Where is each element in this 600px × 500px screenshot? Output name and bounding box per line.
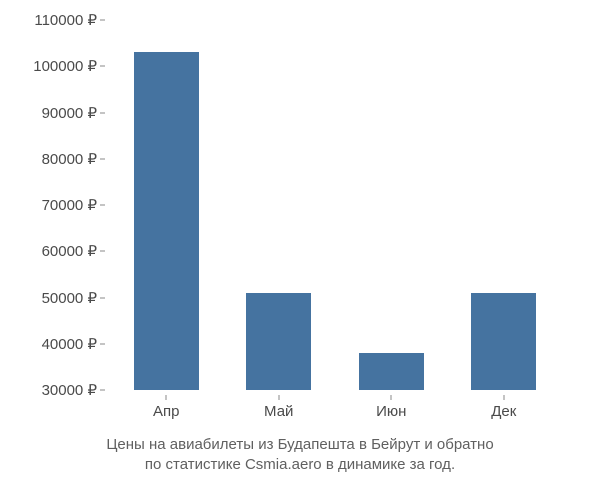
y-tick-mark (100, 251, 105, 252)
y-tick-mark (100, 112, 105, 113)
y-tick-mark (100, 66, 105, 67)
x-tick-mark (503, 395, 504, 400)
y-tick-label: 80000 ₽ (42, 150, 97, 168)
x-tick-label: Апр (153, 403, 179, 420)
bar (134, 52, 199, 390)
bar (471, 293, 536, 390)
caption-line-1: Цены на авиабилеты из Будапешта в Бейрут… (0, 435, 600, 455)
y-tick-mark (100, 20, 105, 21)
y-tick-label: 40000 ₽ (42, 335, 97, 353)
y-tick-mark (100, 297, 105, 298)
y-axis: 30000 ₽40000 ₽50000 ₽60000 ₽70000 ₽80000… (0, 20, 105, 390)
x-tick-mark (166, 395, 167, 400)
bar (246, 293, 311, 390)
chart-caption: Цены на авиабилеты из Будапешта в Бейрут… (0, 435, 600, 476)
bar (359, 353, 424, 390)
caption-line-2: по статистике Csmia.aero в динамике за г… (0, 455, 600, 475)
y-tick-label: 100000 ₽ (33, 57, 97, 75)
plot-area (110, 20, 560, 390)
y-tick-mark (100, 390, 105, 391)
x-tick-mark (278, 395, 279, 400)
y-tick-mark (100, 205, 105, 206)
x-axis: Апр Май Июн Дек (110, 395, 560, 425)
y-tick-mark (100, 158, 105, 159)
y-tick-mark (100, 343, 105, 344)
y-tick-label: 60000 ₽ (42, 242, 97, 260)
chart-container: 30000 ₽ 40000 ₽ 50000 ₽ 60000 ₽ 70000 ₽ 80000… (0, 0, 600, 500)
y-tick-label: 30000 ₽ (42, 381, 97, 399)
x-tick-label: Дек (491, 403, 516, 420)
y-tick-label: 70000 ₽ (42, 196, 97, 214)
y-tick-label: 110000 ₽ (34, 11, 97, 29)
x-tick-mark (391, 395, 392, 400)
x-tick-label: Май (264, 403, 293, 420)
x-tick-label: Июн (376, 403, 406, 420)
y-tick-label: 50000 ₽ (42, 289, 97, 307)
y-tick-label: 90000 ₽ (42, 104, 97, 122)
